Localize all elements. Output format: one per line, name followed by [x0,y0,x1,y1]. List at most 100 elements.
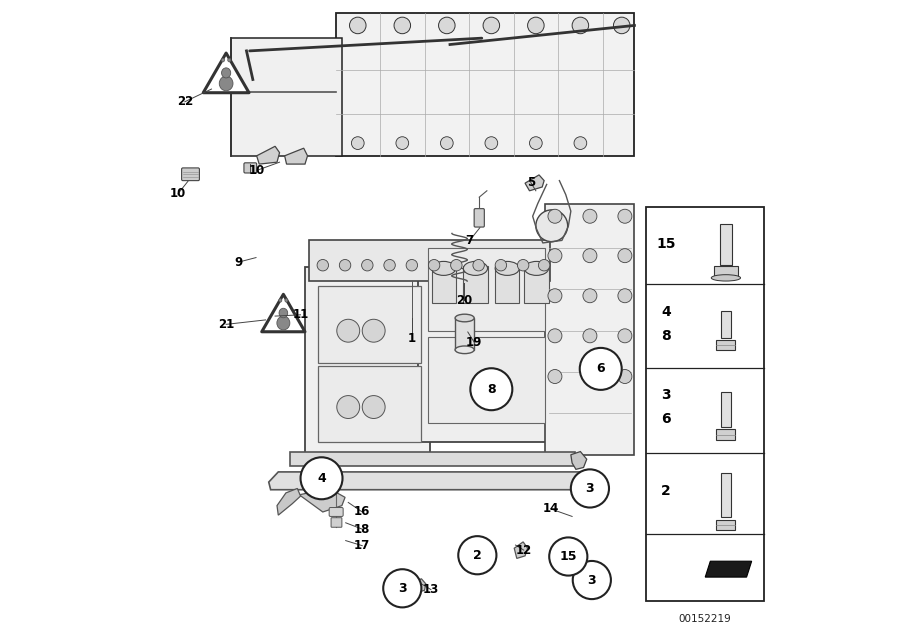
Text: 20: 20 [456,294,472,307]
Text: 2: 2 [473,549,482,562]
Ellipse shape [432,261,455,275]
Text: 17: 17 [354,539,371,552]
Circle shape [548,249,562,263]
FancyBboxPatch shape [318,286,420,363]
FancyBboxPatch shape [474,209,484,227]
Text: 6: 6 [597,363,605,375]
FancyBboxPatch shape [464,266,488,303]
Circle shape [572,561,611,599]
Polygon shape [545,204,634,455]
Polygon shape [277,488,301,515]
Circle shape [527,17,544,34]
Text: 1: 1 [408,332,416,345]
Circle shape [583,329,597,343]
Circle shape [301,457,343,499]
Text: 15: 15 [656,237,676,251]
Circle shape [538,259,550,271]
Polygon shape [412,579,426,593]
FancyBboxPatch shape [721,392,731,427]
Circle shape [536,210,568,242]
Circle shape [458,536,497,574]
Circle shape [549,537,588,576]
Circle shape [396,137,409,149]
Text: 4: 4 [317,472,326,485]
Circle shape [471,368,512,410]
FancyBboxPatch shape [716,429,735,439]
Circle shape [394,17,410,34]
Text: 3: 3 [662,388,670,402]
FancyBboxPatch shape [244,163,256,173]
FancyBboxPatch shape [230,38,342,156]
FancyBboxPatch shape [318,366,420,442]
FancyBboxPatch shape [646,207,763,601]
Polygon shape [706,561,752,577]
Text: 3: 3 [588,574,596,586]
Polygon shape [262,294,305,332]
FancyBboxPatch shape [309,240,551,281]
FancyBboxPatch shape [428,248,545,331]
Circle shape [440,137,454,149]
Circle shape [406,259,418,271]
FancyBboxPatch shape [336,13,634,156]
Circle shape [618,209,632,223]
Circle shape [339,259,351,271]
FancyBboxPatch shape [331,518,342,527]
FancyBboxPatch shape [455,318,474,350]
Text: 00152219: 00152219 [679,614,731,624]
Polygon shape [514,542,527,558]
Circle shape [548,289,562,303]
Circle shape [485,137,498,149]
FancyBboxPatch shape [716,340,735,350]
Ellipse shape [279,308,288,318]
Circle shape [583,289,597,303]
Ellipse shape [221,59,224,62]
Circle shape [362,259,373,271]
Polygon shape [525,175,544,191]
Text: 18: 18 [354,523,371,536]
Circle shape [618,289,632,303]
Circle shape [428,259,440,271]
FancyBboxPatch shape [428,337,545,423]
Circle shape [337,319,360,342]
Circle shape [574,137,587,149]
Text: 11: 11 [292,308,309,321]
Ellipse shape [455,346,474,354]
Circle shape [548,209,562,223]
Text: 9: 9 [235,256,243,268]
Ellipse shape [525,261,549,275]
Circle shape [472,259,484,271]
Polygon shape [256,146,280,164]
Text: 2: 2 [661,483,670,497]
FancyBboxPatch shape [182,168,200,181]
Circle shape [572,17,589,34]
FancyBboxPatch shape [290,452,575,466]
Circle shape [438,17,455,34]
Circle shape [495,259,507,271]
Text: 12: 12 [516,544,532,556]
Circle shape [583,249,597,263]
Text: 16: 16 [354,506,371,518]
Ellipse shape [220,76,233,91]
Circle shape [548,329,562,343]
Text: 8: 8 [661,329,670,343]
FancyBboxPatch shape [525,266,549,303]
FancyBboxPatch shape [495,266,519,303]
Circle shape [383,569,421,607]
Polygon shape [269,472,603,490]
FancyBboxPatch shape [721,311,731,338]
Text: 19: 19 [466,336,482,349]
Polygon shape [418,242,552,442]
FancyBboxPatch shape [716,520,735,530]
Circle shape [614,17,630,34]
Ellipse shape [455,314,474,322]
Circle shape [580,348,622,390]
Text: 10: 10 [170,188,186,200]
Text: 4: 4 [661,305,670,319]
Polygon shape [300,488,345,512]
Circle shape [571,469,609,508]
Text: 3: 3 [586,482,594,495]
Circle shape [451,259,462,271]
Circle shape [351,137,364,149]
Circle shape [548,370,562,384]
Circle shape [618,370,632,384]
